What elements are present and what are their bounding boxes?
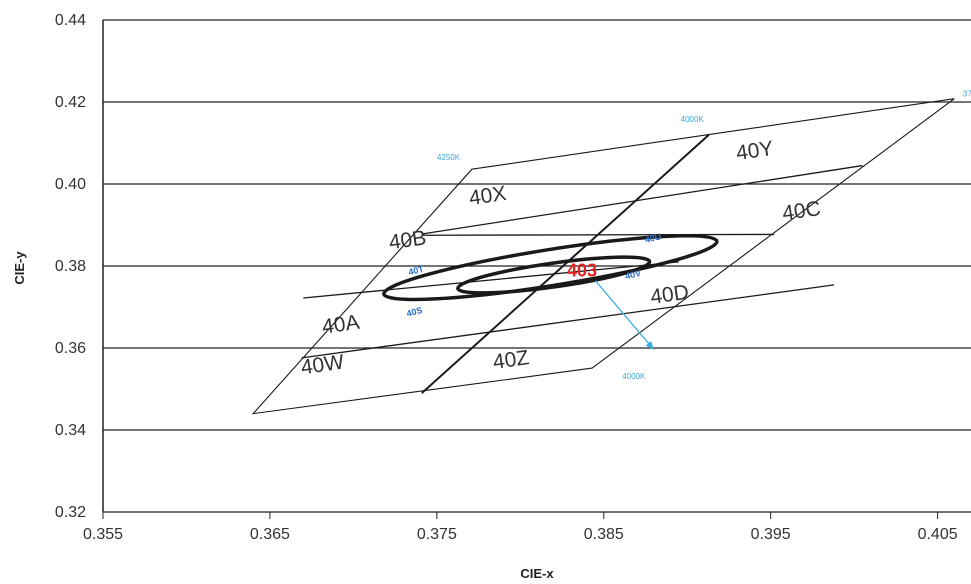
x-tick-label: 0.355 bbox=[83, 526, 123, 543]
cct-label: 4000K bbox=[681, 115, 705, 124]
y-tick-label: 0.42 bbox=[55, 94, 86, 111]
bin-label: 40A bbox=[321, 311, 361, 339]
ticks-layer: 0.44 0.42 0.40 0.38 0.36 0.34 0.32 0.355 0.365 0.… bbox=[55, 12, 958, 543]
center-bin-label: 403 bbox=[567, 260, 597, 280]
x-tick-label: 0.375 bbox=[417, 526, 457, 543]
y-tick-label: 0.34 bbox=[55, 422, 86, 439]
bin-boundary bbox=[251, 98, 955, 415]
x-tick-label: 0.365 bbox=[250, 526, 290, 543]
cct-label: 4250K bbox=[437, 153, 461, 162]
sub-bin-label: 40T bbox=[407, 264, 425, 278]
y-tick-label: 0.36 bbox=[55, 340, 86, 357]
bin-lines-layer bbox=[251, 98, 955, 415]
ellipse-layer bbox=[382, 234, 719, 302]
ellipse-inner bbox=[456, 255, 652, 295]
y-tick-label: 0.40 bbox=[55, 176, 86, 193]
cct-arrow-line bbox=[594, 280, 655, 351]
x-axis-title: CIE-x bbox=[520, 566, 554, 581]
y-tick-label: 0.38 bbox=[55, 258, 86, 275]
y-tick-label: 0.32 bbox=[55, 504, 86, 521]
bin-label: 40Y bbox=[735, 137, 775, 165]
bin-label: 40B bbox=[387, 226, 427, 254]
sub-bin-label: 40V bbox=[624, 268, 642, 282]
bin-label: 40D bbox=[649, 281, 690, 309]
bin-center-line bbox=[421, 134, 710, 394]
bin-label: 40Z bbox=[492, 346, 531, 374]
bin-label: 40W bbox=[299, 351, 345, 380]
labels-layer: 40X 40Y 40B 40C 40A 40D 40W 40Z 40T 40S 40U 40V 4250… bbox=[299, 90, 971, 381]
cct-label: 4000K bbox=[622, 372, 646, 381]
bin-divider-line bbox=[301, 284, 835, 359]
cct-label: 3700K bbox=[963, 90, 971, 99]
bin-divider-line bbox=[303, 261, 679, 299]
bin-divider-line bbox=[421, 164, 863, 235]
grid-layer bbox=[102, 19, 971, 519]
bin-label: 40X bbox=[468, 182, 508, 210]
cct-arrow-head bbox=[645, 341, 654, 350]
y-axis-title: CIE-y bbox=[12, 251, 27, 285]
x-tick-label: 0.405 bbox=[918, 526, 958, 543]
x-tick-label: 0.395 bbox=[751, 526, 791, 543]
sub-bin-label: 40U bbox=[644, 231, 662, 245]
bin-label: 40C bbox=[781, 197, 822, 225]
x-tick-label: 0.385 bbox=[584, 526, 624, 543]
y-tick-label: 0.44 bbox=[55, 12, 86, 29]
sub-bin-label: 40S bbox=[405, 305, 423, 319]
